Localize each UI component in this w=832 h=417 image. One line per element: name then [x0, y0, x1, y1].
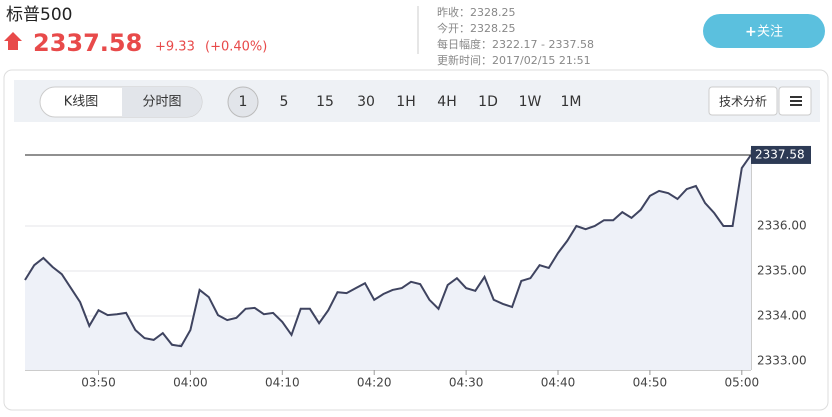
period[interactable]: 15 — [316, 94, 334, 110]
info-line: 昨收：2328.25 — [437, 5, 516, 19]
change: +9.33 — [155, 40, 195, 55]
period-group: 1 5 15 30 1H 4H 1D 1W 1M — [239, 94, 582, 110]
x-tick-label: 04:10 — [265, 376, 300, 390]
x-tick-label: 04:20 — [357, 376, 392, 390]
x-tick-label: 04:40 — [541, 376, 576, 390]
period[interactable]: 4H — [437, 94, 456, 110]
chart-type[interactable]: 分时图 — [142, 95, 181, 110]
type-group: K线图 分时图 — [64, 95, 182, 110]
analysis-button[interactable] — [708, 86, 778, 116]
info-line: 每日幅度：2322.17 - 2337.58 — [437, 37, 594, 51]
follow-label: 关注 — [757, 25, 783, 40]
info-line: 更新时间：2017/02/15 21:51 — [437, 53, 591, 67]
x-tick-label: 04:50 — [633, 376, 668, 390]
x-tick-label: 05:00 — [725, 376, 760, 390]
price-line — [24, 154, 752, 348]
period[interactable]: 5 — [280, 94, 289, 110]
follow-button[interactable] — [703, 14, 825, 48]
x-tick-label: 03:50 — [81, 376, 116, 390]
area-fill — [25, 154, 751, 370]
period[interactable]: 1W — [519, 94, 542, 110]
type-active-bg — [122, 87, 202, 117]
period[interactable]: 30 — [357, 94, 375, 110]
info-block: 昨收：2328.25 今开：2328.25 每日幅度：2322.17 - 2337.… — [437, 5, 594, 67]
y-tick-label: 2333.00 — [757, 354, 807, 368]
follow-plus: + — [745, 24, 757, 40]
last-price-label: 2337.58 — [755, 147, 805, 161]
last-price-box — [751, 145, 811, 164]
up-arrow — [4, 32, 22, 50]
menu-icon — [790, 96, 802, 106]
period[interactable]: 1M — [561, 94, 582, 110]
change-pct: (+0.40%) — [205, 40, 267, 55]
info-line: 今开：2328.25 — [437, 21, 516, 35]
chart-type[interactable]: K线图 — [64, 95, 99, 110]
x-tick-label: 04:30 — [449, 376, 484, 390]
y-tick-label: 2334.00 — [757, 309, 807, 323]
instrument-title: 标普500 — [6, 5, 72, 25]
y-tick-label: 2336.00 — [757, 219, 807, 233]
plot: 2333.00 2334.00 2335.00 2336.00 03:50 04:00 04… — [24, 145, 811, 390]
x-tick-label: 04:00 — [173, 376, 208, 390]
period[interactable]: 1 — [239, 94, 248, 110]
period-active-bg — [227, 86, 259, 118]
period[interactable]: 1D — [478, 94, 498, 110]
y-tick-label: 2335.00 — [757, 264, 807, 278]
analysis-label: 技术分析 — [719, 95, 767, 109]
period[interactable]: 1H — [396, 94, 415, 110]
price: 2337.58 — [33, 29, 142, 57]
